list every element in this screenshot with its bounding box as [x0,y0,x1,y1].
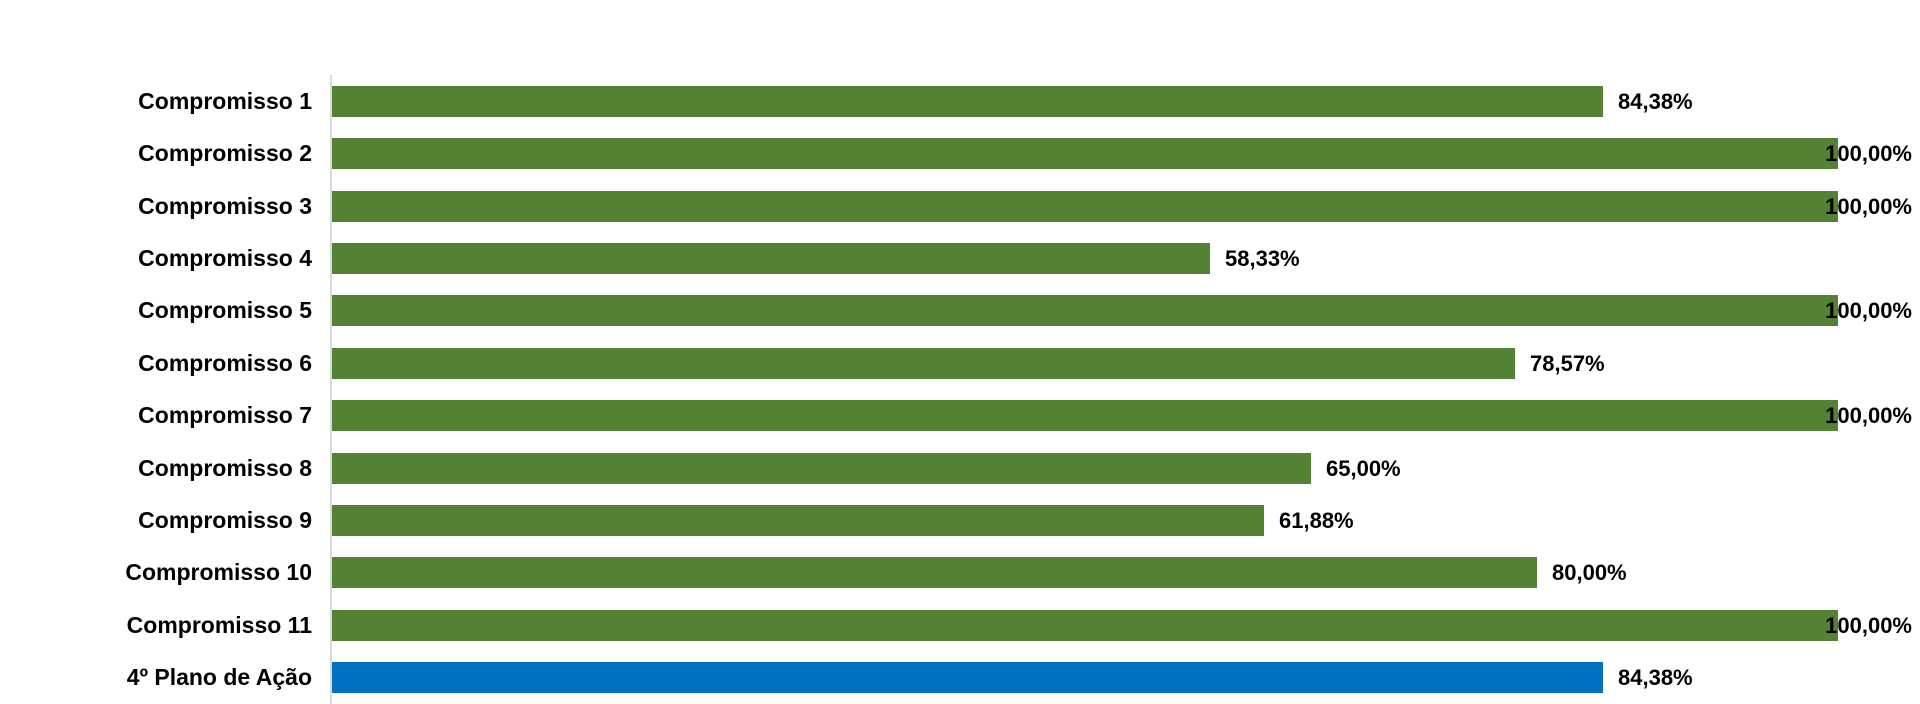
category-axis-line [330,75,332,704]
bar [332,662,1603,693]
value-label: 100,00% [1825,141,1912,166]
value-label: 84,38% [1618,665,1693,690]
category-label: Compromisso 10 [125,559,312,585]
bar [332,400,1838,431]
category-label: Compromisso 5 [138,297,312,323]
category-label: Compromisso 4 [138,245,312,271]
category-label: 4º Plano de Ação [126,664,312,690]
bar [332,295,1838,326]
value-label: 80,00% [1552,560,1627,585]
value-label: 100,00% [1825,298,1912,323]
category-label: Compromisso 2 [138,140,312,166]
category-label: Compromisso 3 [138,193,312,219]
bar [332,453,1311,484]
category-label: Compromisso 6 [138,350,312,376]
bar [332,505,1264,536]
bar [332,610,1838,641]
bar [332,557,1537,588]
value-label: 78,57% [1530,351,1605,376]
value-label: 61,88% [1279,508,1354,533]
category-label: Compromisso 11 [126,612,312,638]
category-label: Compromisso 9 [138,507,312,533]
value-label: 100,00% [1825,194,1912,219]
bar [332,348,1515,379]
bar [332,138,1838,169]
value-label: 58,33% [1225,246,1300,271]
category-label: Compromisso 7 [138,402,312,428]
value-label: 100,00% [1825,403,1912,428]
category-label: Compromisso 1 [138,88,312,114]
category-label: Compromisso 8 [138,455,312,481]
bar [332,191,1838,222]
value-label: 84,38% [1618,89,1693,114]
bar [332,86,1603,117]
value-label: 65,00% [1326,456,1401,481]
bar [332,243,1210,274]
value-label: 100,00% [1825,613,1912,638]
